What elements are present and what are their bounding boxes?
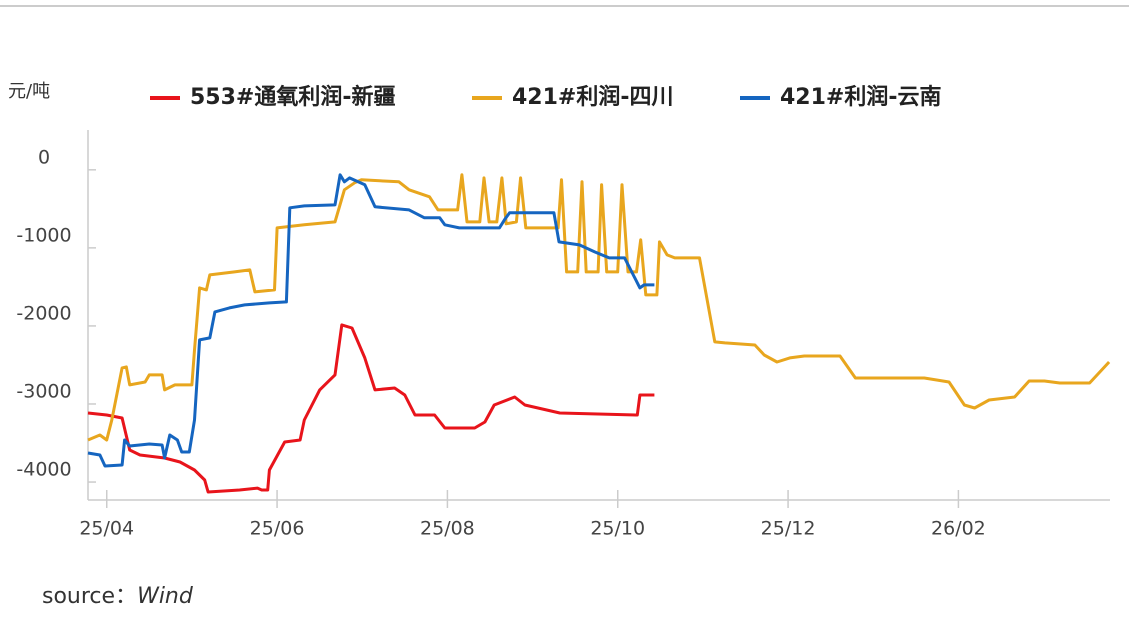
x-tick-label: 25/06	[250, 518, 305, 540]
series-line	[87, 173, 655, 468]
y-tick-label: -3000	[16, 380, 71, 402]
y-tick-label: -2000	[16, 302, 71, 324]
series-line	[87, 323, 655, 494]
x-tick-label: 25/08	[420, 518, 475, 540]
y-tick-label: -1000	[16, 224, 71, 246]
source-name: Wind	[137, 584, 194, 609]
x-tick-label: 25/04	[79, 518, 134, 540]
x-tick-label: 25/12	[761, 518, 816, 540]
x-tick-label: 25/10	[590, 518, 645, 540]
y-tick-label: -4000	[16, 459, 71, 481]
source-label: source：Wind	[42, 584, 194, 609]
legend-label: 553#通氧利润-新疆	[190, 84, 396, 110]
legend-label: 421#利润-四川	[512, 84, 674, 110]
source-prefix: source：	[42, 584, 137, 609]
x-tick-label: 26/02	[931, 518, 986, 540]
y-unit: 元/吨	[8, 81, 50, 102]
series-line	[87, 173, 1111, 442]
y-tick-label: 0	[38, 146, 50, 168]
legend-label: 421#利润-云南	[780, 84, 942, 110]
